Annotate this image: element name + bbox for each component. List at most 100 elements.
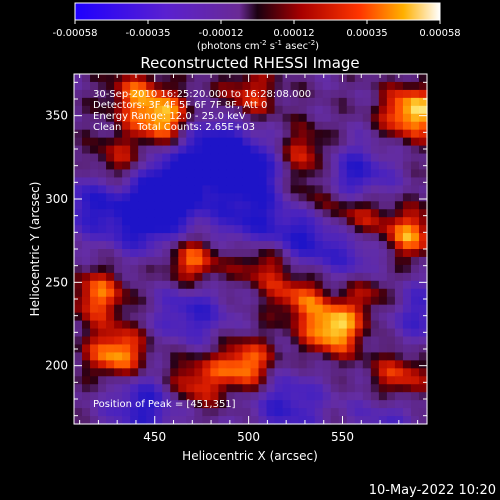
heatmap-cell [418,121,428,131]
heatmap-cell [370,113,380,123]
heatmap-cell [98,81,107,91]
heatmap-cell [106,209,115,218]
heatmap-cell [298,137,308,147]
heatmap-cell [282,169,292,178]
heatmap-cell [194,74,203,83]
heatmap-cell [194,416,203,425]
heatmap-cell [370,225,380,234]
heatmap-cell [250,408,260,417]
heatmap-cell [106,344,115,353]
heatmap-cell [290,272,300,282]
heatmap-cell [234,249,244,258]
heatmap-cell [186,97,195,107]
heatmap-cell [122,193,131,202]
heatmap-cell [170,256,179,266]
heatmap-cell [106,312,115,322]
heatmap-cell [130,177,139,186]
heatmap-cell [138,225,147,234]
heatmap-cell [338,241,348,250]
heatmap-cell [282,376,292,385]
heatmap-cell [402,368,412,377]
heatmap-cell [242,360,252,369]
heatmap-cell [114,153,123,163]
heatmap-cell [194,312,203,322]
heatmap-cell [162,360,171,369]
heatmap-cell [298,352,308,361]
heatmap-cell [346,352,356,361]
heatmap-cell [138,241,147,250]
heatmap-cell [330,113,340,123]
heatmap-cell [394,400,404,409]
heatmap-cell [162,129,171,139]
heatmap-cell [290,312,300,322]
heatmap-cell [274,264,284,274]
heatmap-cell [74,225,83,234]
heatmap [74,74,428,425]
heatmap-cell [306,352,316,361]
heatmap-cell [362,360,372,369]
heatmap-cell [282,193,292,202]
heatmap-cell [122,89,131,99]
heatmap-cell [218,97,228,107]
heatmap-cell [378,344,388,353]
heatmap-cell [234,74,244,83]
heatmap-cell [282,241,292,250]
heatmap-cell [282,416,292,425]
heatmap-cell [82,249,91,258]
heatmap-cell [218,320,228,330]
heatmap-cell [346,193,356,202]
heatmap-cell [314,336,324,346]
heatmap-cell [98,241,107,250]
heatmap-cell [410,185,420,194]
heatmap-cell [242,400,252,409]
heatmap-cell [282,201,292,210]
heatmap-cell [218,400,228,409]
heatmap-cell [218,169,228,178]
heatmap-cell [146,169,155,178]
heatmap-cell [138,304,147,314]
heatmap-cell [378,129,388,139]
heatmap-cell [218,233,228,242]
heatmap-cell [378,368,388,377]
heatmap-cell [114,264,123,274]
heatmap-cell [146,81,155,91]
heatmap-cell [90,352,99,361]
heatmap-cell [354,177,364,186]
heatmap-cell [154,352,163,361]
heatmap-cell [146,376,155,385]
heatmap-cell [354,161,364,171]
heatmap-cell [322,384,332,393]
heatmap-cell [130,161,139,171]
heatmap-cell [314,272,324,282]
heatmap-cell [402,408,412,417]
heatmap-cell [346,344,356,353]
heatmap-cell [314,312,324,322]
heatmap-cell [98,256,107,266]
heatmap-cell [162,209,171,218]
heatmap-cell [106,392,115,401]
heatmap-cell [170,416,179,425]
heatmap-cell [354,185,364,194]
heatmap-cell [242,241,252,250]
heatmap-cell [98,336,107,346]
heatmap-cell [290,185,300,194]
heatmap-cell [234,105,244,115]
heatmap-cell [162,97,171,107]
heatmap-cell [306,137,316,147]
heatmap-cell [258,416,268,425]
heatmap-cell [282,304,292,314]
heatmap-cell [338,89,348,99]
heatmap-cell [74,352,83,361]
heatmap-cell [178,74,187,83]
heatmap-cell [282,129,292,139]
heatmap-cell [186,209,195,218]
heatmap-cell [338,328,348,338]
heatmap-cell [82,169,91,178]
heatmap-cell [258,256,268,266]
heatmap-cell [242,296,252,306]
heatmap-cell [298,272,308,282]
heatmap-cell [298,296,308,306]
heatmap-cell [314,344,324,353]
heatmap-cell [386,360,396,369]
heatmap-cell [242,312,252,322]
